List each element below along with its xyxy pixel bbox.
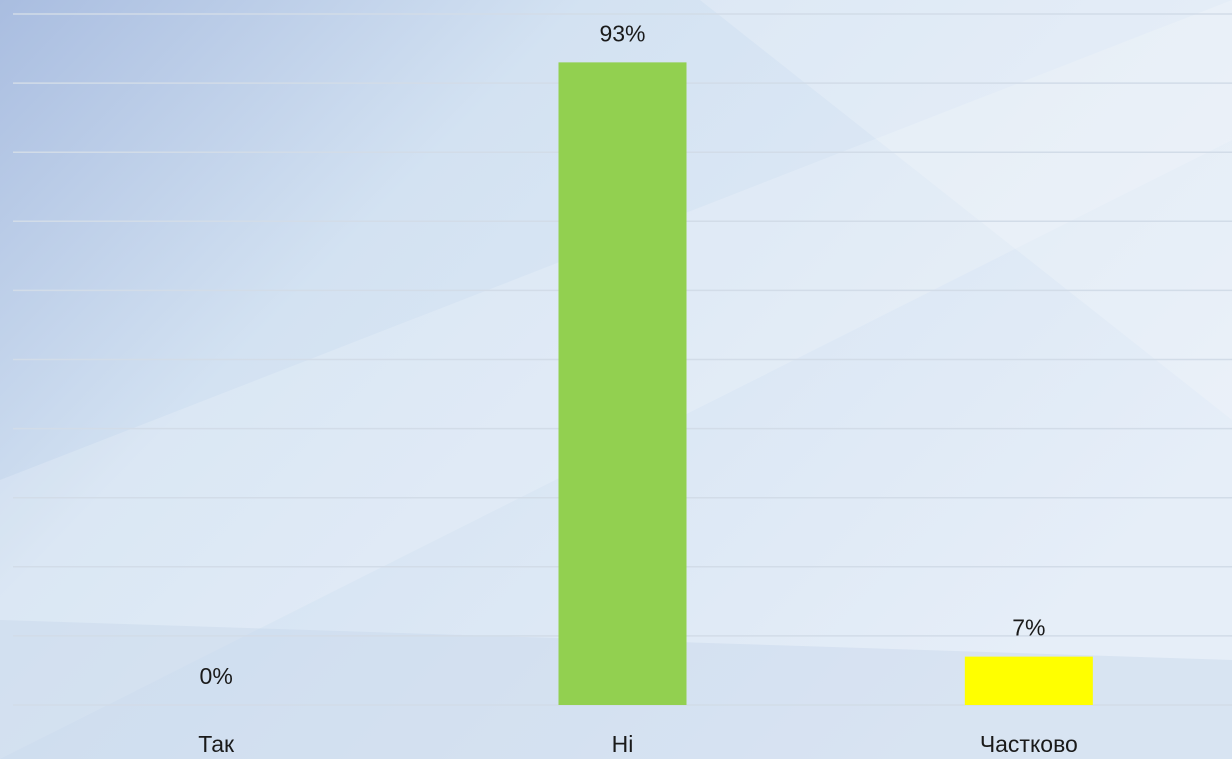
bar (558, 62, 687, 706)
x-tick-label: Ні (612, 731, 634, 757)
background-shape (700, 0, 1232, 420)
bar (964, 656, 1093, 705)
x-tick-label: Так (198, 731, 235, 757)
value-label: 0% (200, 663, 233, 689)
x-tick-label: Частково (980, 731, 1078, 757)
value-label: 93% (599, 20, 645, 46)
value-label: 7% (1012, 615, 1045, 641)
